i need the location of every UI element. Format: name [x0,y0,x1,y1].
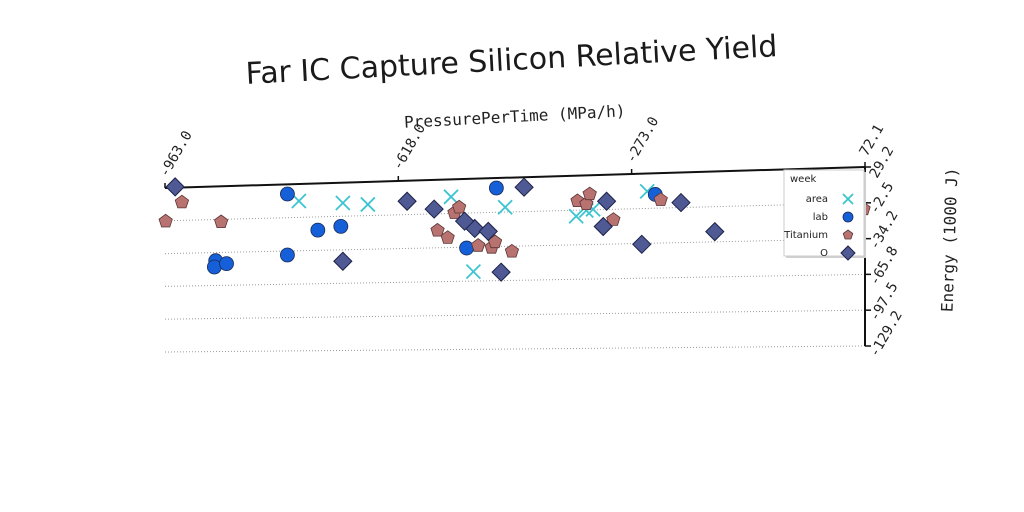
y-tick-label: -34.2 [867,208,902,253]
data-point-pentagon [158,213,173,228]
data-point-x [443,189,459,205]
grid-line [164,202,866,222]
data-point-x [568,208,584,224]
points-layer [158,177,871,282]
data-point-pentagon [430,222,445,237]
legend-entry-label: area [806,194,828,205]
series-o [165,177,725,282]
data-point-pentagon [174,194,190,209]
data-point-diamond [397,191,417,211]
grid-layer [164,202,866,353]
data-point-x [497,199,513,215]
data-point-diamond [333,251,353,271]
x-axis-label: PressurePerTime (MPa/h) [404,101,626,132]
data-point-pentagon [582,186,597,201]
legend-marker-diamond [840,245,856,261]
data-point-diamond [478,221,498,242]
legend-entry-label: lab [813,212,828,223]
data-point-x [335,195,351,211]
data-point-o [219,256,234,271]
data-point-o [206,259,222,275]
x-tick-label: -273.0 [623,114,662,166]
x-tick-label: -963.0 [157,128,196,180]
chart-title: Far IC Capture Silicon Relative Yield [245,29,778,92]
data-point-o [333,218,349,234]
legend-marker-o [842,211,854,223]
data-point-diamond [671,192,691,213]
data-point-diamond [632,234,652,255]
y-axis-label: Energy (1000 J) [937,167,961,312]
data-point-diamond [454,211,475,231]
y-tick-label: -65.8 [867,244,902,289]
data-point-diamond [596,191,617,211]
data-point-o [310,222,326,238]
series-titanium [158,186,871,258]
data-point-pentagon [653,192,668,206]
data-point-o [488,180,504,196]
grid-line [164,309,866,320]
data-point-pentagon [606,212,621,226]
grid-line [164,345,866,353]
data-point-diamond [491,262,511,282]
data-point-diamond [593,216,613,237]
data-point-pentagon [440,230,455,244]
grid-line [164,273,866,287]
data-point-o [280,247,295,263]
data-point-diamond [165,177,185,197]
legend-entry-label: Titanium [783,230,828,241]
data-point-diamond [705,221,725,242]
data-point-diamond [514,177,534,197]
legend-title: week [790,174,816,185]
legend: week area lab Titanium O [783,169,866,261]
data-point-o [280,186,295,202]
data-point-pentagon [214,214,229,229]
data-point-diamond [424,199,444,219]
data-point-pentagon [452,199,467,214]
data-point-x [360,196,376,213]
legend-marker-pentagon [842,229,854,240]
legend-entry-label: O [820,248,828,259]
data-point-pentagon [471,238,486,252]
legend-marker-x [842,193,854,205]
x-axis-line [164,166,866,189]
data-point-pentagon [504,243,520,258]
data-point-x [465,263,482,280]
data-point-pentagon [579,196,594,211]
series-lab [206,180,663,275]
